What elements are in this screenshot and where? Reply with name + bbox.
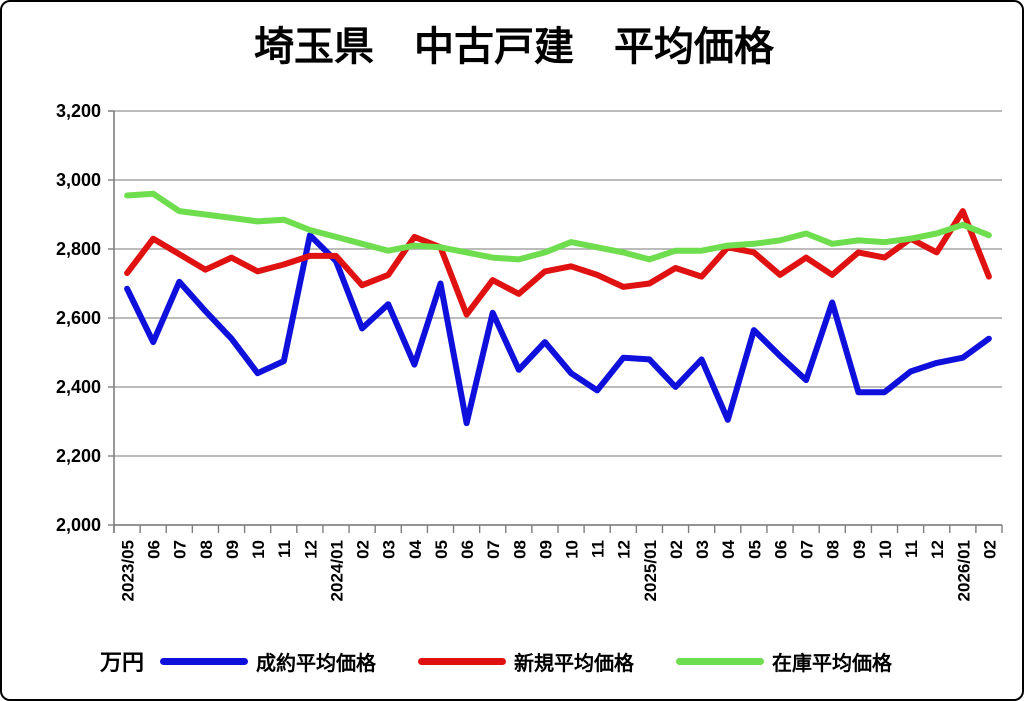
- y-axis-tick-label: 2,000: [56, 515, 101, 535]
- contract-price-line-swatch: [160, 657, 249, 665]
- legend-item-inventory-price: 在庫平均価格: [676, 647, 892, 676]
- x-axis-tick-label: 08: [824, 540, 843, 559]
- x-axis-tick-label: 2026/01: [954, 540, 973, 601]
- y-axis-tick-label: 3,000: [56, 170, 101, 190]
- x-axis-tick-label: 06: [771, 540, 790, 559]
- x-axis-tick-label: 2025/01: [641, 540, 660, 601]
- x-axis-tick-label: 07: [798, 540, 817, 559]
- x-axis-tick-label: 07: [484, 540, 503, 559]
- contract-price-line: [124, 232, 992, 427]
- x-axis-tick-label: 05: [745, 540, 764, 559]
- x-axis-tick-label: 08: [510, 540, 529, 559]
- x-axis-tick-label: 12: [301, 540, 320, 559]
- legend-label-new-listing-price: 新規平均価格: [514, 652, 635, 675]
- chart-title: 埼玉県 中古戸建 平均価格: [254, 25, 775, 69]
- x-axis-tick-label: 06: [145, 540, 164, 559]
- x-axis-tick-label: 08: [197, 540, 216, 559]
- x-axis-tick-label: 04: [406, 539, 425, 558]
- price-line-chart: 埼玉県 中古戸建 平均価格 2,000 2,200 2,400 2,600 2,800 3,…: [56, 25, 1003, 601]
- x-axis-tick-label: 09: [223, 540, 242, 559]
- x-axis-tick-label: 11: [275, 540, 294, 558]
- x-axis-tick-label: 11: [589, 540, 608, 558]
- x-axis-tick-label: 12: [615, 540, 634, 559]
- x-axis-tick-label: 04: [719, 539, 738, 558]
- legend-label-contract-price: 成約平均価格: [256, 652, 377, 675]
- x-axis-tick-label: 03: [693, 540, 712, 559]
- x-axis-tick-label: 03: [380, 540, 399, 559]
- x-axis-tick-label: 06: [458, 540, 477, 559]
- y-axis-tick-label: 2,200: [56, 446, 101, 466]
- x-axis-tick-label: 02: [667, 540, 686, 559]
- x-axis-tick-label: 07: [171, 540, 190, 559]
- inventory-price-line-swatch: [676, 657, 765, 665]
- x-axis-tick-label: 09: [536, 540, 555, 559]
- x-axis-tick-label: 05: [432, 540, 451, 559]
- x-axis-tick-label: 12: [928, 540, 947, 559]
- legend-label-inventory-price: 在庫平均価格: [772, 652, 893, 675]
- y-axis-tick-label: 2,400: [56, 377, 101, 397]
- inventory-price-line: [124, 190, 992, 263]
- x-axis-tick-label: 10: [563, 540, 582, 559]
- new-listing-price-line: [124, 208, 992, 318]
- y-axis-tick-label: 3,200: [56, 101, 101, 121]
- x-axis-tick-label: 10: [876, 540, 895, 559]
- y-axis-tick-label: 2,600: [56, 308, 101, 328]
- y-axis-unit-label: 万円: [100, 650, 145, 675]
- x-axis-tick-label: 11: [902, 540, 921, 558]
- legend-item-contract-price: 成約平均価格: [160, 647, 376, 676]
- legend-item-new-listing-price: 新規平均価格: [418, 647, 634, 676]
- chart-legend: 万円 成約平均価格 新規平均価格 在庫平均価格: [100, 643, 892, 679]
- y-axis-tick-label: 2,800: [56, 239, 101, 259]
- x-axis-tick-label: 09: [850, 540, 869, 559]
- x-axis-tick-label: 02: [980, 540, 999, 559]
- x-axis-tick-label: 02: [354, 540, 373, 559]
- x-axis-tick-label: 2023/05: [119, 540, 138, 601]
- new-listing-price-line-swatch: [418, 657, 507, 665]
- x-axis-tick-label: 10: [249, 540, 268, 559]
- x-axis-tick-label: 2024/01: [327, 540, 346, 601]
